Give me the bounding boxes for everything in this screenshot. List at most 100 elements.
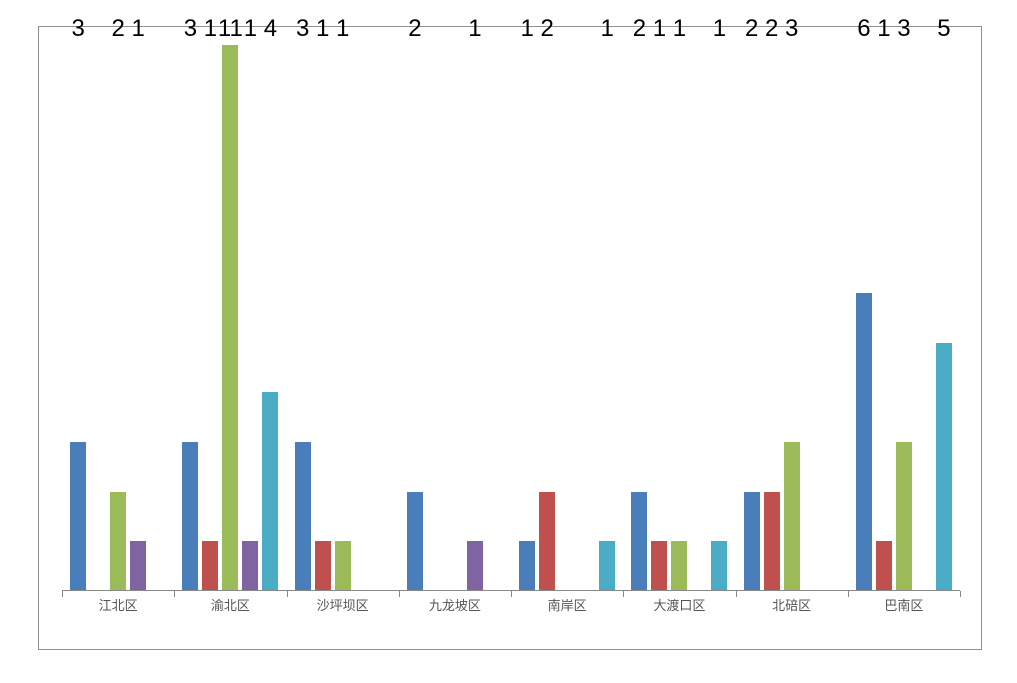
bar-value-label: 3 <box>184 15 197 45</box>
bar-slot: 3 <box>182 45 198 591</box>
bar: 11 <box>222 45 238 591</box>
bar-slot: 2 <box>407 45 423 591</box>
bar-groups: 3213111143112112121112236135 <box>62 45 960 591</box>
bar: 2 <box>631 492 647 591</box>
bar-slot: 1 <box>711 45 727 591</box>
bar: 3 <box>182 442 198 591</box>
bar-slot: 5 <box>936 45 952 591</box>
bar-value-label: 1 <box>316 15 329 45</box>
bar-value-label: 6 <box>857 15 870 45</box>
bar-group: 2111 <box>623 45 735 591</box>
bar-slot <box>427 45 443 591</box>
bar-group: 21 <box>399 45 511 591</box>
bar: 1 <box>711 541 727 591</box>
bar: 2 <box>764 492 780 591</box>
bar-slot: 1 <box>599 45 615 591</box>
bar-value-label: 1 <box>673 15 686 45</box>
bars-wrap: 311 <box>287 45 399 591</box>
bar-value-label: 1 <box>520 15 533 45</box>
bar-value-label: 2 <box>633 15 646 45</box>
bar: 6 <box>856 293 872 591</box>
bar-slot: 4 <box>262 45 278 591</box>
bar-value-label: 1 <box>653 15 666 45</box>
bar-slot: 2 <box>110 45 126 591</box>
x-axis-labels: 江北区渝北区沙坪坝区九龙坡区南岸区大渡口区北碚区巴南区 <box>62 595 960 614</box>
bar-value-label: 1 <box>600 15 613 45</box>
bar-value-label: 4 <box>264 15 277 45</box>
bar-value-label: 1 <box>131 15 144 45</box>
bar-slot <box>375 45 391 591</box>
bar-slot: 11 <box>222 45 238 591</box>
bar-value-label: 1 <box>877 15 890 45</box>
bar-group: 6135 <box>848 45 960 591</box>
bar-group: 121 <box>511 45 623 591</box>
bar-slot <box>355 45 371 591</box>
bar-value-label: 2 <box>111 15 124 45</box>
bar-value-label: 3 <box>296 15 309 45</box>
bar-slot: 1 <box>651 45 667 591</box>
bar-value-label: 3 <box>897 15 910 45</box>
x-axis-label: 九龙坡区 <box>399 595 511 614</box>
x-tick <box>960 591 961 597</box>
bar-value-label: 1 <box>336 15 349 45</box>
bar-slot: 1 <box>467 45 483 591</box>
bar: 5 <box>936 343 952 591</box>
bar-value-label: 2 <box>408 15 421 45</box>
bar-slot: 1 <box>242 45 258 591</box>
bars-wrap: 223 <box>736 45 848 591</box>
bar: 1 <box>335 541 351 591</box>
bar-slot: 6 <box>856 45 872 591</box>
bar-value-label: 1 <box>713 15 726 45</box>
bar-slot: 3 <box>784 45 800 591</box>
bar-value-label: 2 <box>745 15 758 45</box>
plot-area: 3213111143112112121112236135 <box>62 45 960 591</box>
bar-group: 223 <box>736 45 848 591</box>
bars-wrap: 21 <box>399 45 511 591</box>
bar: 1 <box>242 541 258 591</box>
bar-value-label: 3 <box>785 15 798 45</box>
bar-slot <box>804 45 820 591</box>
bar-value-label: 3 <box>71 15 84 45</box>
bar-value-label: 1 <box>468 15 481 45</box>
bar-group: 311 <box>287 45 399 591</box>
bar-slot: 3 <box>295 45 311 591</box>
bar-slot <box>90 45 106 591</box>
bar-group: 321 <box>62 45 174 591</box>
bar: 3 <box>784 442 800 591</box>
bar-slot: 3 <box>896 45 912 591</box>
bar: 1 <box>671 541 687 591</box>
bar-slot: 3 <box>70 45 86 591</box>
bar: 1 <box>130 541 146 591</box>
bar-slot <box>559 45 575 591</box>
bars-wrap: 321 <box>62 45 174 591</box>
bar: 2 <box>744 492 760 591</box>
bar-slot <box>150 45 166 591</box>
x-axis-label: 巴南区 <box>848 595 960 614</box>
bar-slot: 2 <box>744 45 760 591</box>
bar: 2 <box>110 492 126 591</box>
bars-wrap: 311114 <box>174 45 286 591</box>
bars-wrap: 121 <box>511 45 623 591</box>
bar-slot: 2 <box>764 45 780 591</box>
bar: 3 <box>70 442 86 591</box>
bar-slot <box>691 45 707 591</box>
bar-slot <box>579 45 595 591</box>
bar-group: 311114 <box>174 45 286 591</box>
bar: 1 <box>202 541 218 591</box>
bar-value-label: 1 <box>244 15 257 45</box>
bar: 2 <box>539 492 555 591</box>
bars-wrap: 6135 <box>848 45 960 591</box>
chart-frame: 3213111143112112121112236135 江北区渝北区沙坪坝区九… <box>38 26 982 650</box>
bar-slot: 1 <box>315 45 331 591</box>
bar: 1 <box>651 541 667 591</box>
bar-slot: 2 <box>539 45 555 591</box>
bar: 2 <box>407 492 423 591</box>
bar-value-label: 2 <box>540 15 553 45</box>
bar-slot <box>824 45 840 591</box>
bar-value-label: 5 <box>937 15 950 45</box>
x-axis-label: 北碚区 <box>736 595 848 614</box>
x-axis-label: 江北区 <box>62 595 174 614</box>
bars-wrap: 2111 <box>623 45 735 591</box>
x-axis-label: 大渡口区 <box>623 595 735 614</box>
bar: 1 <box>467 541 483 591</box>
